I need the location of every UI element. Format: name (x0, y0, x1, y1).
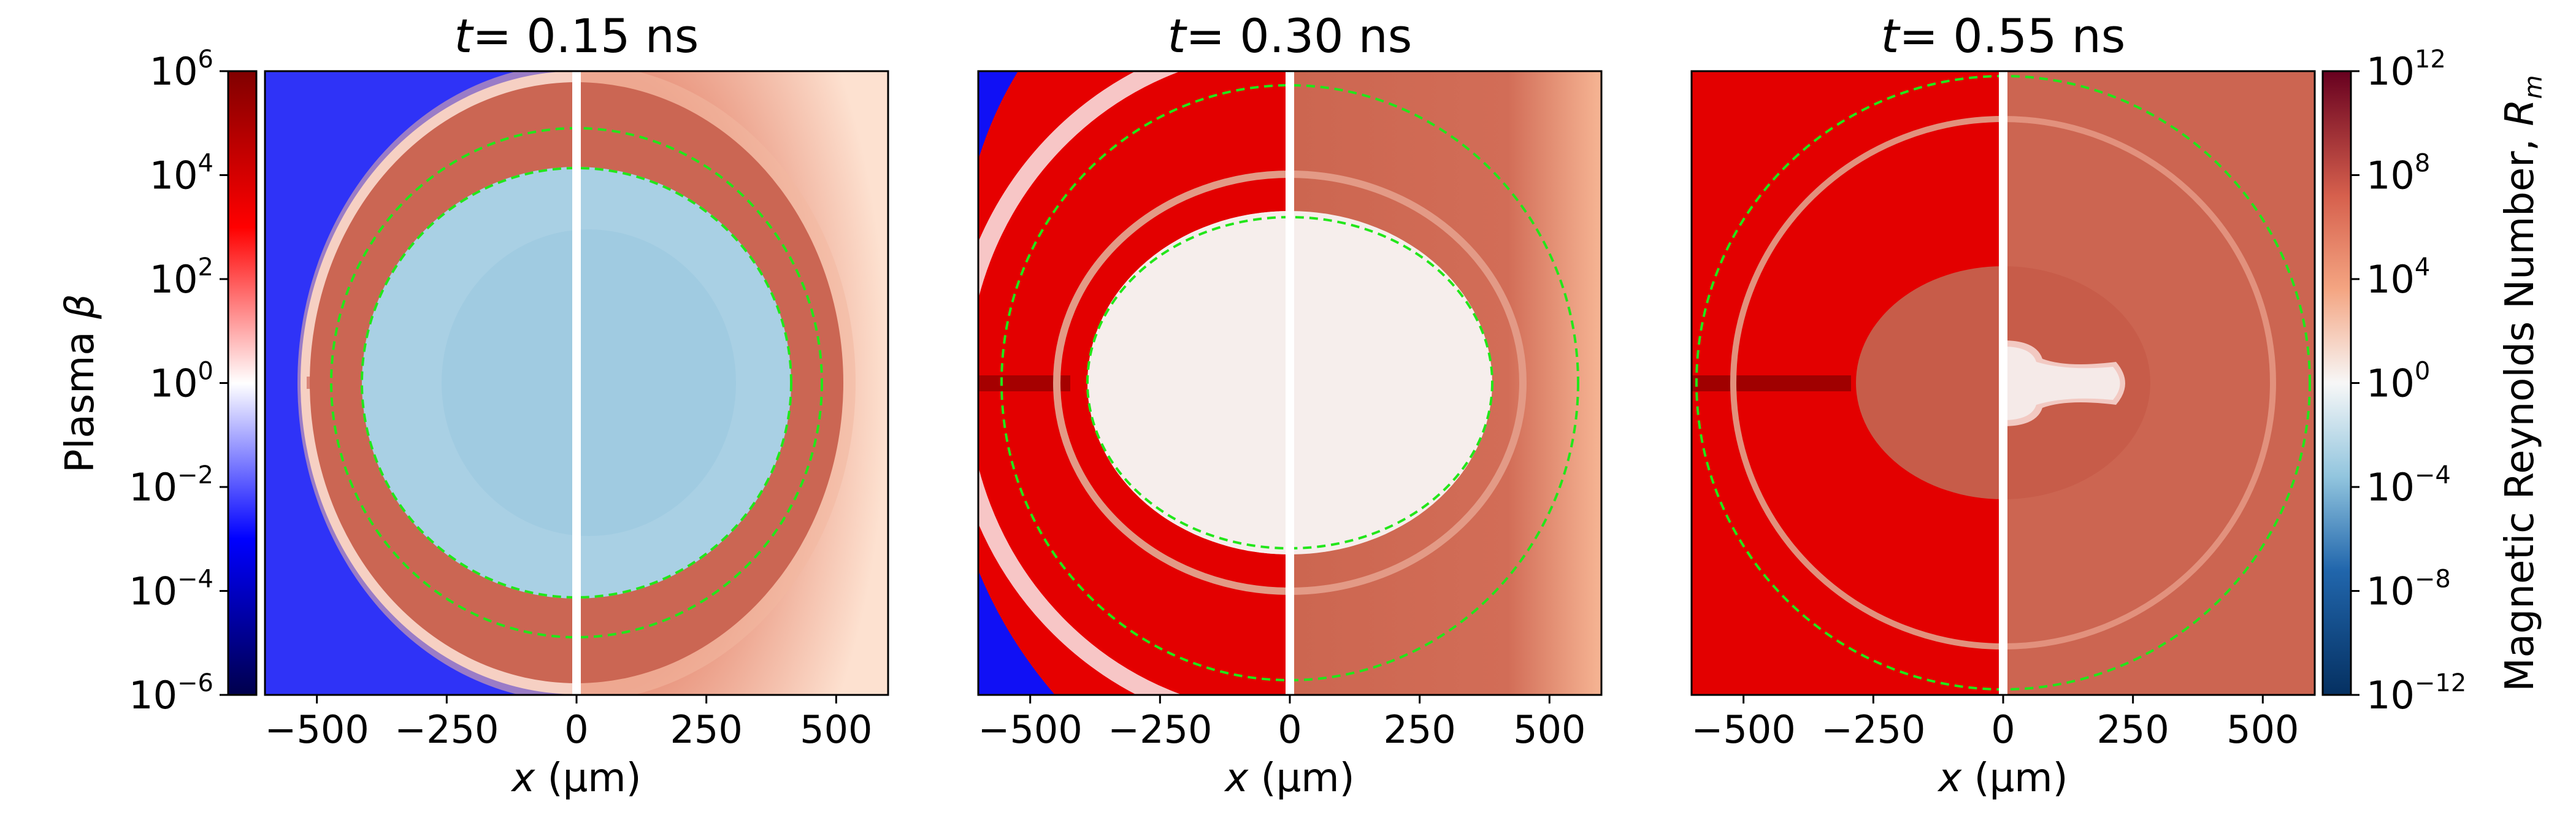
panel-2-image (978, 71, 1601, 695)
colorbar-tick-label: 100 (150, 358, 213, 406)
panel-2-title-var: t (1168, 9, 1188, 63)
colorbar-tick-label: 10−4 (129, 565, 213, 614)
panel-1-x-label-var: x (510, 756, 535, 801)
colorbar-tick-label: 106 (150, 45, 213, 94)
x-tick-label: −500 (978, 707, 1083, 752)
plasma-beta-colorbar: 106 104 102 100 10−2 10−4 10−6 Plasma β (58, 45, 258, 718)
panel-2-x-label: x (μm) (1224, 756, 1354, 801)
panel-3-x-label-var: x (1937, 756, 1962, 801)
colorbar-tick-label: 1012 (2366, 45, 2446, 94)
plasma-beta-label-symbol: β (58, 294, 103, 320)
x-tick-label: −500 (265, 707, 369, 752)
colorbar-tick-label: 104 (2366, 253, 2430, 302)
reynolds-label-symbol: R (2497, 99, 2543, 126)
panel-2-x-label-unit: (μm) (1261, 756, 1355, 801)
x-tick-label: 500 (800, 707, 872, 752)
reynolds-colorbar-fill (2323, 71, 2351, 695)
x-tick-label: −250 (394, 707, 499, 752)
colorbar-tick-label: 10−12 (2366, 669, 2466, 718)
panel-3-title: t= 0.55 ns (1881, 9, 2126, 63)
panel-1-title: t= 0.15 ns (454, 9, 699, 63)
x-tick-label: 250 (2096, 707, 2169, 752)
panel-1-image (265, 71, 888, 695)
plasma-beta-colorbar-ticks: 106 104 102 100 10−2 10−4 10−6 (129, 45, 228, 718)
x-tick-label: −250 (1108, 707, 1212, 752)
panel-1-rm-core-inner (442, 229, 736, 536)
x-tick-label: 0 (1991, 707, 2015, 752)
panel-1-x-ticks: −500 −250 0 250 500 (265, 695, 873, 752)
panel-2-beta-corner-top (978, 71, 1018, 159)
panel-3-x-label-unit: (μm) (1974, 756, 2068, 801)
panel-3-title-val: = 0.55 ns (1899, 9, 2125, 63)
panel-2-beta-corner-bottom (978, 570, 1055, 695)
colorbar-tick-label: 100 (2366, 358, 2430, 406)
panel-1-title-var: t (454, 9, 475, 63)
panel-1-x-label-unit: (μm) (548, 756, 642, 801)
reynolds-label-text: Magnetic Reynolds Number, (2497, 126, 2543, 692)
x-tick-label: 250 (670, 707, 742, 752)
colorbar-tick-label: 10−6 (129, 669, 213, 718)
panel-3-beta-dark-streak (1692, 375, 1851, 391)
panel-3-title-var: t (1881, 9, 1901, 63)
panel-1-x-label: x (μm) (510, 756, 641, 801)
colorbar-tick-label: 10−4 (2366, 461, 2451, 510)
x-tick-label: 500 (1513, 707, 1585, 752)
plasma-beta-colorbar-label: Plasma β (58, 294, 103, 473)
panel-3-rm-core (2003, 347, 2120, 420)
x-tick-label: 0 (1278, 707, 1301, 752)
reynolds-colorbar-ticks: 1012 108 104 100 10−4 10−8 10−12 (2351, 45, 2466, 718)
colorbar-tick-label: 10−2 (129, 461, 213, 510)
panel-1-divider (572, 71, 581, 695)
panel-t055: −500 −250 0 250 500 t= 0.55 ns x (μm) (1690, 9, 2316, 801)
panel-3-x-ticks: −500 −250 0 250 500 (1692, 695, 2299, 752)
panel-2-x-ticks: −500 −250 0 250 500 (978, 695, 1586, 752)
panel-t030: −500 −250 0 250 500 t= 0.30 ns x (μm) (977, 9, 1603, 801)
x-tick-label: −500 (1692, 707, 1796, 752)
plasma-beta-label-text: Plasma (58, 319, 103, 473)
x-tick-label: 500 (2226, 707, 2299, 752)
panel-t015: −500 −250 0 250 500 t= 0.15 ns x (μm) (264, 9, 889, 801)
colorbar-tick-label: 102 (150, 253, 213, 302)
x-tick-label: −250 (1821, 707, 1925, 752)
panel-1-inner-contour (361, 167, 792, 599)
panel-2-divider (1286, 71, 1294, 695)
panel-3-x-label: x (μm) (1937, 756, 2068, 801)
colorbar-tick-label: 108 (2366, 150, 2430, 198)
panel-2-x-label-var: x (1224, 756, 1249, 801)
reynolds-label-sub: m (2520, 75, 2548, 99)
panel-2-title-val: = 0.30 ns (1186, 9, 1412, 63)
reynolds-colorbar: 1012 108 104 100 10−4 10−8 10−12 Magnetic Reyn… (2321, 45, 2548, 718)
x-tick-label: 0 (564, 707, 588, 752)
panel-3-divider (1999, 71, 2007, 695)
x-tick-label: 250 (1383, 707, 1455, 752)
plasma-beta-colorbar-fill (228, 71, 256, 695)
panel-1-title-val: = 0.15 ns (472, 9, 699, 63)
reynolds-colorbar-label: Magnetic Reynolds Number, Rm (2497, 75, 2548, 691)
colorbar-tick-label: 10−8 (2366, 565, 2451, 614)
panel-3-image (1692, 71, 2315, 695)
colorbar-tick-label: 104 (150, 150, 213, 198)
panel-2-title: t= 0.30 ns (1168, 9, 1413, 63)
